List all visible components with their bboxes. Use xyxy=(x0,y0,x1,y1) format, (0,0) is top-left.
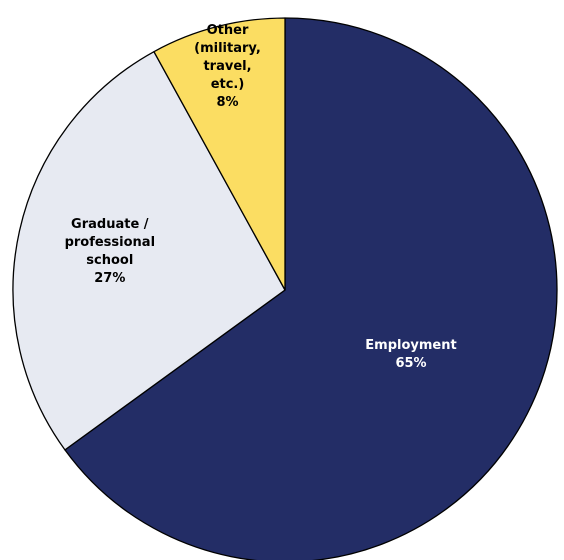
pie-slice-2 xyxy=(12,50,286,451)
slice-label-line: Graduate / xyxy=(71,217,149,232)
slice-label-line: Employment xyxy=(365,338,456,353)
pie-slice-1 xyxy=(64,17,558,560)
slice-label-line: travel, xyxy=(203,59,251,74)
slice-label-line: 65% xyxy=(395,356,426,371)
slice-label-line: 27% xyxy=(94,271,125,286)
slice-label-2: Graduate / professional school 27% xyxy=(65,217,155,286)
slice-label-1: Employment 65% xyxy=(365,338,456,371)
pie-slice-3 xyxy=(153,17,286,291)
slice-label-line: Other xyxy=(207,23,249,38)
labels-layer: Employment 65% Graduate / professional schoo… xyxy=(65,23,457,371)
slice-label-3: Other (military, travel, etc.) 8% xyxy=(194,23,261,110)
slice-label-line: (military, xyxy=(194,41,261,56)
slice-label-line: etc.) xyxy=(211,77,245,92)
slice-label-line: school xyxy=(86,253,133,268)
slices-layer xyxy=(12,17,558,560)
slice-label-line: 8% xyxy=(216,95,238,110)
slice-label-line: professional xyxy=(65,235,155,250)
